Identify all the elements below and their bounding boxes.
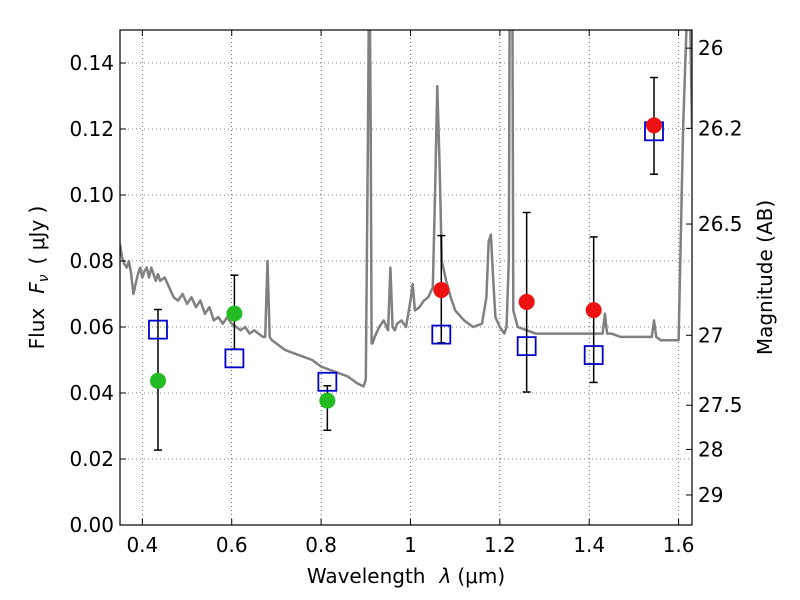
red-detections-marker [518, 293, 535, 310]
y-tick-label: 0.04 [69, 381, 114, 405]
green-detections-marker [149, 372, 166, 389]
model-photometry-marker [317, 371, 338, 392]
y-tick-label: 0.02 [69, 447, 114, 471]
y-tick-label: 0.12 [69, 117, 114, 141]
red-detections-marker [433, 282, 450, 299]
x-tick-label: 1.4 [573, 533, 605, 557]
right-tick-label: 26.2 [698, 116, 743, 140]
right-tick-label: 28 [698, 437, 723, 461]
x-tick-label: 0.4 [126, 533, 158, 557]
model-photometry-marker [148, 319, 168, 340]
model-photometry-marker [431, 324, 452, 345]
model-photometry-marker [516, 336, 537, 357]
y-axis-label: FluxFν( μJy ) [25, 206, 52, 350]
red-detections-marker [585, 302, 602, 319]
right-tick-label: 26.5 [698, 212, 743, 236]
right-tick-label: 27.5 [698, 393, 743, 417]
x-tick-label: 1.2 [484, 533, 516, 557]
x-axis-label: Wavelength λ (μm) [307, 564, 505, 588]
y-tick-label: 0.08 [69, 249, 114, 273]
axis-ticks: 0.4 0.6 0.8 1 1.2 1.4 1.6 0.00 0.02 0.04 0.06 0.08 0… [69, 30, 743, 557]
green-detections-marker [226, 305, 243, 322]
x-tick-label: 0.8 [305, 533, 337, 557]
right-tick-label: 26 [698, 36, 723, 60]
right-axis-label: Magnitude (AB) [753, 200, 777, 355]
right-tick-label: 29 [698, 483, 723, 507]
model-photometry-marker [583, 345, 604, 365]
spectrum-layer [120, 30, 692, 388]
y-tick-label: 0.14 [69, 51, 114, 75]
plot-area-frame [119, 29, 693, 526]
red-detections-marker [646, 117, 663, 134]
spectrum-line [120, 30, 692, 388]
x-tick-label: 1 [404, 533, 417, 557]
green-detections-marker [319, 392, 336, 409]
right-tick-label: 27 [698, 323, 723, 347]
x-tick-label: 1.6 [663, 533, 695, 557]
data-points-layer [148, 76, 664, 451]
x-tick-label: 0.6 [216, 533, 248, 557]
y-tick-label: 0.00 [69, 513, 114, 537]
y-tick-label: 0.06 [69, 315, 114, 339]
model-photometry-marker [224, 348, 245, 369]
y-tick-label: 0.10 [69, 183, 114, 207]
